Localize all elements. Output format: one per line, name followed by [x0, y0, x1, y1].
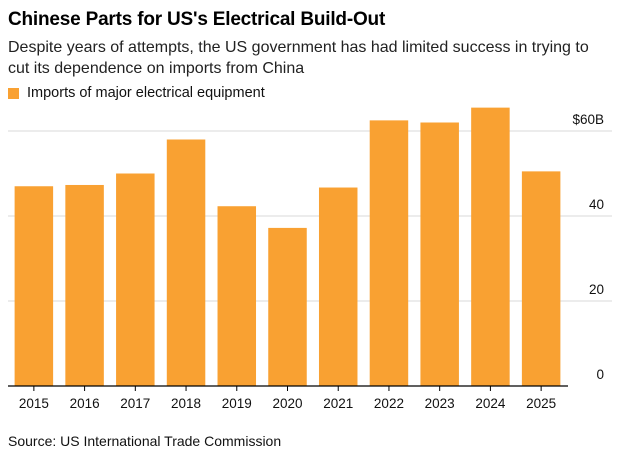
x-tick-label: 2017 [120, 396, 150, 411]
y-tick-label: 40 [589, 197, 604, 212]
x-tick-label: 2018 [171, 396, 201, 411]
bar [217, 206, 257, 386]
x-tick-label: 2015 [19, 396, 49, 411]
x-tick-label: 2024 [475, 396, 506, 411]
legend-label: Imports of major electrical equipment [27, 85, 265, 101]
y-tick-label: 0 [596, 367, 604, 382]
chart-subtitle: Despite years of attempts, the US govern… [8, 39, 589, 77]
bar [65, 184, 104, 386]
source-note: Source: US International Trade Commissio… [8, 433, 282, 449]
chart-title: Chinese Parts for US's Electrical Build-… [8, 9, 386, 30]
x-tick-label: 2016 [70, 396, 100, 411]
legend: Imports of major electrical equipment [8, 85, 265, 101]
x-tick-label: 2025 [526, 396, 556, 411]
x-tick-label: 2023 [425, 396, 455, 411]
bar [318, 187, 358, 386]
bar [369, 120, 409, 386]
x-tick-label: 2019 [222, 396, 252, 411]
x-tick-label: 2022 [374, 396, 404, 411]
bar [14, 186, 54, 386]
x-tick-label: 2020 [272, 396, 302, 411]
bar [521, 171, 561, 386]
bar [471, 107, 510, 386]
legend-swatch [8, 87, 19, 99]
bar [116, 173, 155, 386]
bar [420, 122, 459, 386]
bar [268, 227, 307, 386]
x-tick-label: 2021 [323, 396, 353, 411]
y-tick-label: 20 [589, 282, 604, 297]
y-tick-label: $60B [572, 112, 604, 127]
bar [166, 139, 206, 386]
